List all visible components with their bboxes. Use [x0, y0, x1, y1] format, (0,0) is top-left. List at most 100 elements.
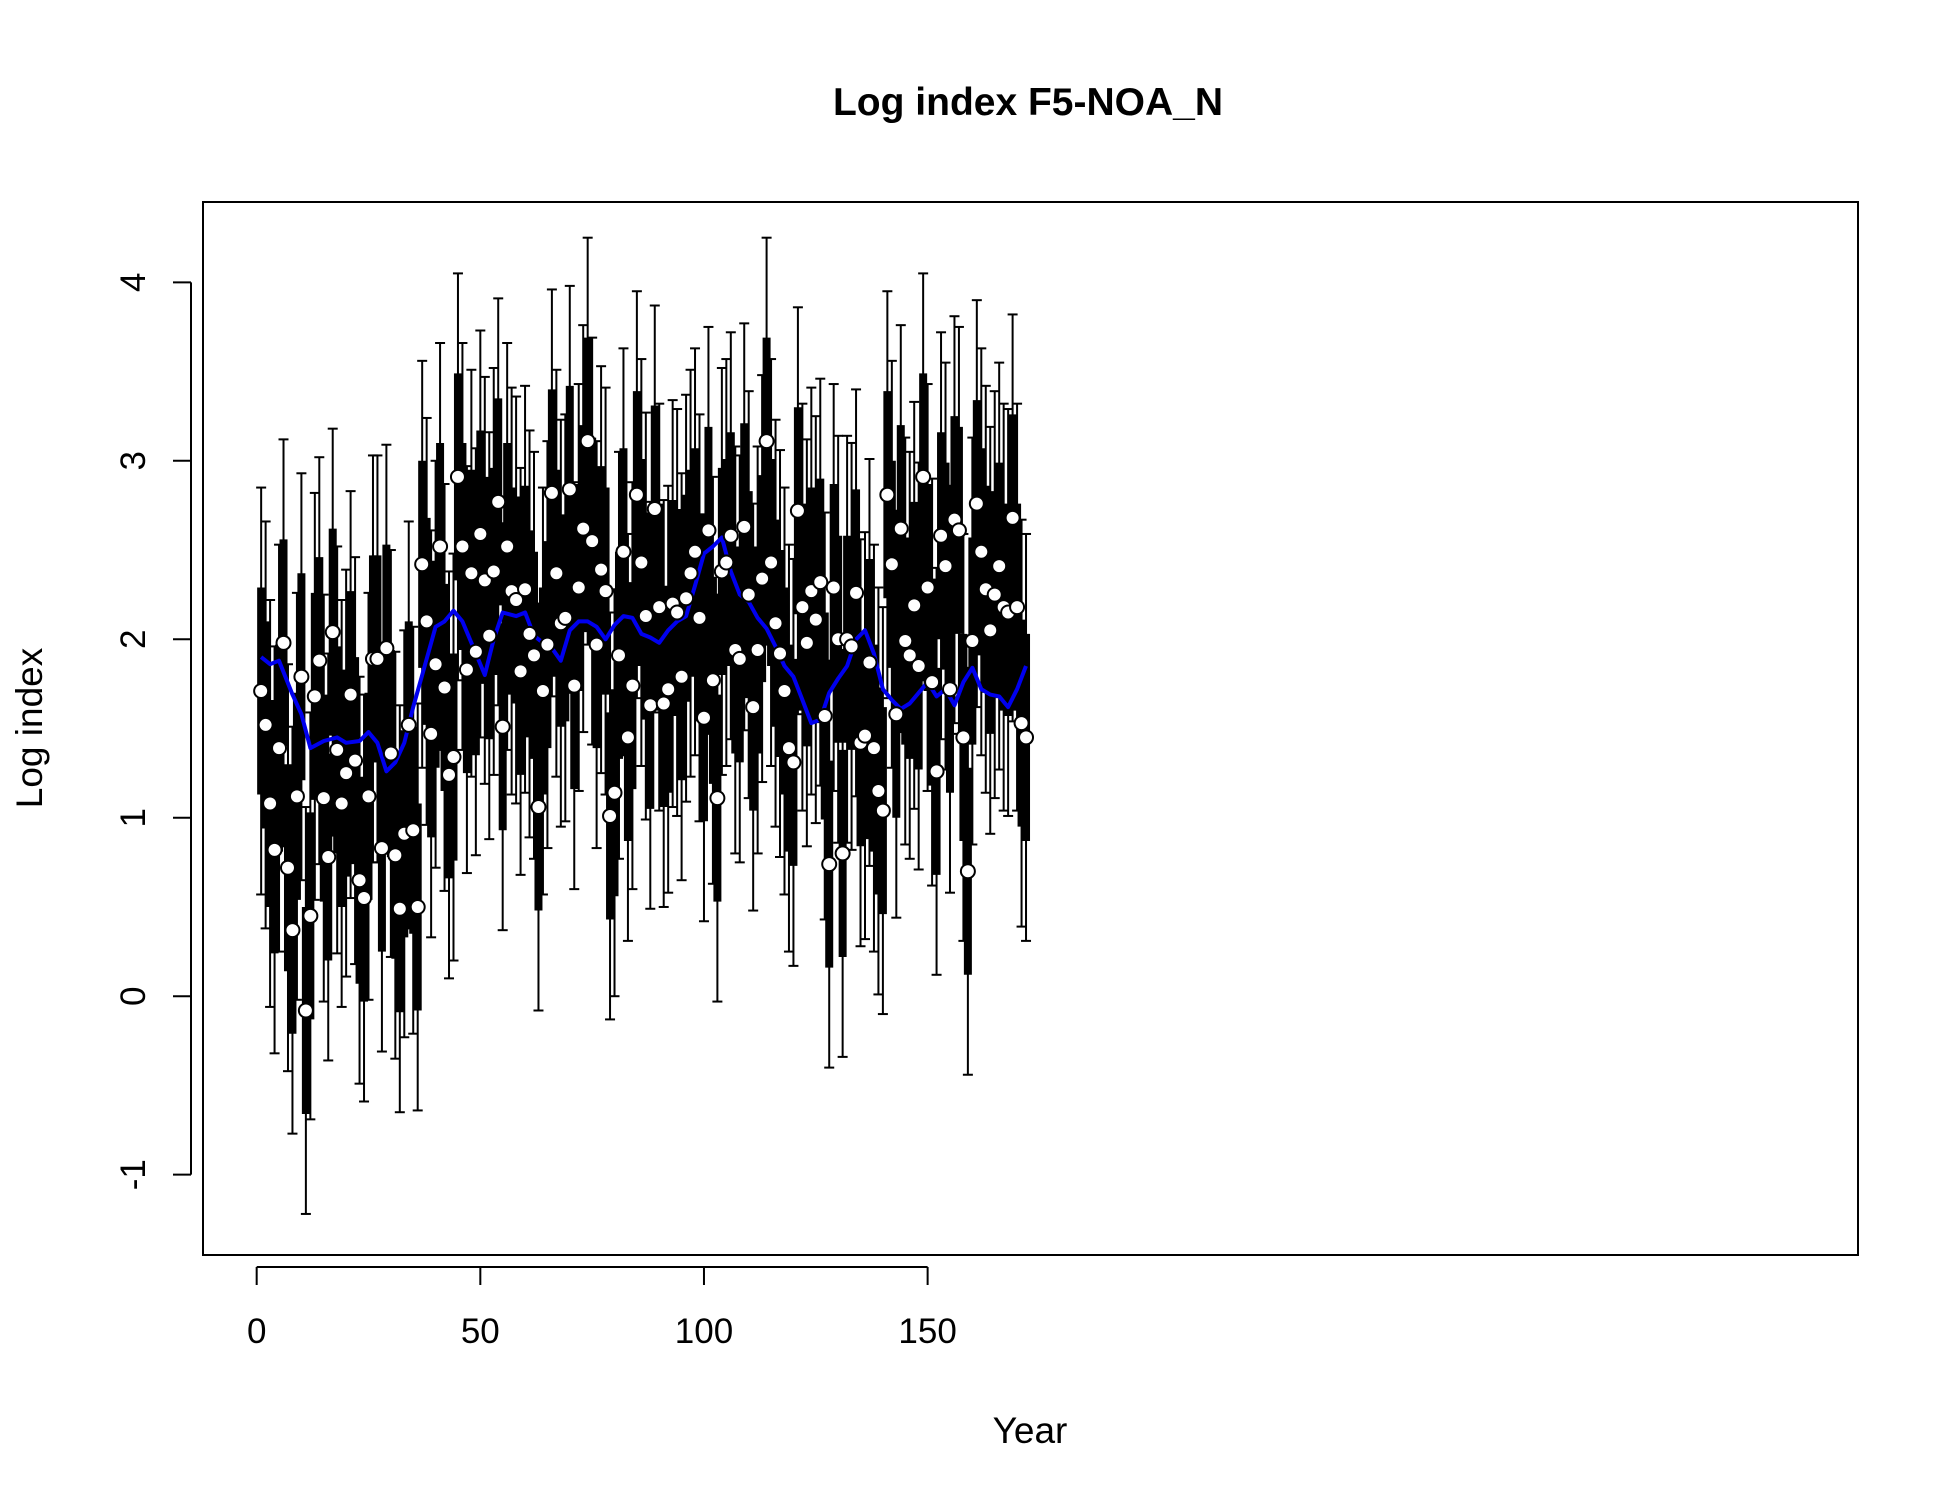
data-point: [1009, 599, 1026, 616]
data-point: [879, 486, 896, 503]
data-point: [897, 633, 914, 650]
data-point: [651, 599, 668, 616]
data-point: [704, 672, 721, 689]
plot-frame: [202, 201, 1859, 1256]
data-point: [695, 709, 712, 726]
data-point: [441, 766, 458, 783]
data-point: [329, 741, 346, 758]
data-point: [566, 677, 583, 694]
data-point: [910, 658, 927, 675]
data-point: [575, 520, 592, 537]
data-point: [526, 647, 542, 664]
data-point: [736, 518, 753, 535]
data-point: [593, 561, 610, 578]
data-point: [481, 627, 498, 644]
data-point: [288, 788, 305, 805]
data-point: [615, 543, 632, 560]
data-point: [673, 668, 690, 685]
data-point: [521, 625, 538, 642]
data-point: [780, 740, 797, 757]
data-point: [387, 847, 404, 864]
data-point: [928, 763, 945, 780]
y-tick-label: -1: [114, 1159, 153, 1190]
data-point: [490, 493, 507, 510]
data-point: [861, 654, 878, 671]
data-point: [633, 554, 650, 571]
data-point: [959, 863, 976, 880]
data-point: [874, 802, 891, 819]
data-point: [646, 500, 663, 517]
data-point: [342, 686, 359, 703]
data-point: [731, 650, 748, 667]
y-tick-label: 3: [114, 451, 153, 470]
data-point: [1018, 729, 1035, 746]
data-point: [812, 574, 829, 591]
data-point: [467, 643, 484, 660]
data-point: [973, 543, 990, 560]
x-tick-label: 100: [675, 1312, 733, 1351]
data-point: [257, 716, 274, 733]
data-point: [798, 634, 815, 651]
data-point: [458, 661, 475, 678]
data-point: [767, 615, 784, 632]
data-point: [888, 706, 905, 723]
data-point: [821, 856, 838, 873]
data-point: [857, 727, 873, 744]
data-point: [722, 527, 739, 544]
data-point: [539, 636, 556, 653]
data-point: [794, 599, 811, 616]
data-point: [432, 538, 449, 555]
data-point: [338, 765, 355, 782]
data-point: [530, 799, 547, 816]
data-point: [610, 647, 627, 664]
data-point: [454, 538, 471, 555]
data-point: [968, 495, 985, 512]
data-point: [941, 681, 958, 698]
data-point: [758, 433, 775, 450]
data-point: [986, 586, 1003, 603]
data-point: [297, 1002, 314, 1019]
data-point: [409, 898, 426, 915]
data-point: [463, 565, 480, 582]
data-point: [391, 900, 408, 917]
data-point: [279, 859, 296, 876]
data-point: [275, 634, 292, 651]
data-point: [414, 556, 431, 573]
data-point: [924, 674, 941, 691]
y-axis-label: Log index: [9, 647, 50, 808]
data-point: [834, 845, 851, 862]
data-point: [449, 468, 466, 485]
data-point: [584, 533, 601, 550]
x-axis: 0 50 100 150: [247, 1266, 957, 1351]
data-point: [883, 556, 900, 573]
data-point: [512, 663, 529, 680]
confidence-intervals: [256, 236, 1032, 1215]
y-axis: -1 0 1 2 3 4: [114, 273, 192, 1190]
data-point: [378, 640, 395, 657]
data-point: [311, 652, 328, 669]
data-point: [892, 520, 909, 537]
data-point: [789, 502, 806, 519]
x-tick-label: 150: [898, 1312, 956, 1351]
data-point: [682, 565, 699, 582]
data-point: [485, 563, 502, 580]
data-point: [637, 608, 654, 625]
data-point: [901, 647, 918, 664]
data-point: [427, 656, 444, 673]
data-point: [843, 638, 860, 655]
data-point: [517, 581, 534, 598]
data-point: [369, 650, 386, 667]
data-point: [320, 849, 337, 866]
data-point: [848, 584, 865, 601]
data-point: [602, 807, 619, 824]
data-points: [253, 433, 1035, 1019]
data-point: [749, 641, 766, 658]
data-point: [669, 604, 686, 621]
data-point: [356, 890, 373, 907]
y-tick-label: 2: [114, 630, 153, 649]
data-point: [266, 841, 283, 858]
data-point: [324, 624, 341, 641]
data-point: [700, 522, 717, 539]
y-tick-label: 1: [114, 808, 153, 827]
data-point: [570, 579, 587, 596]
